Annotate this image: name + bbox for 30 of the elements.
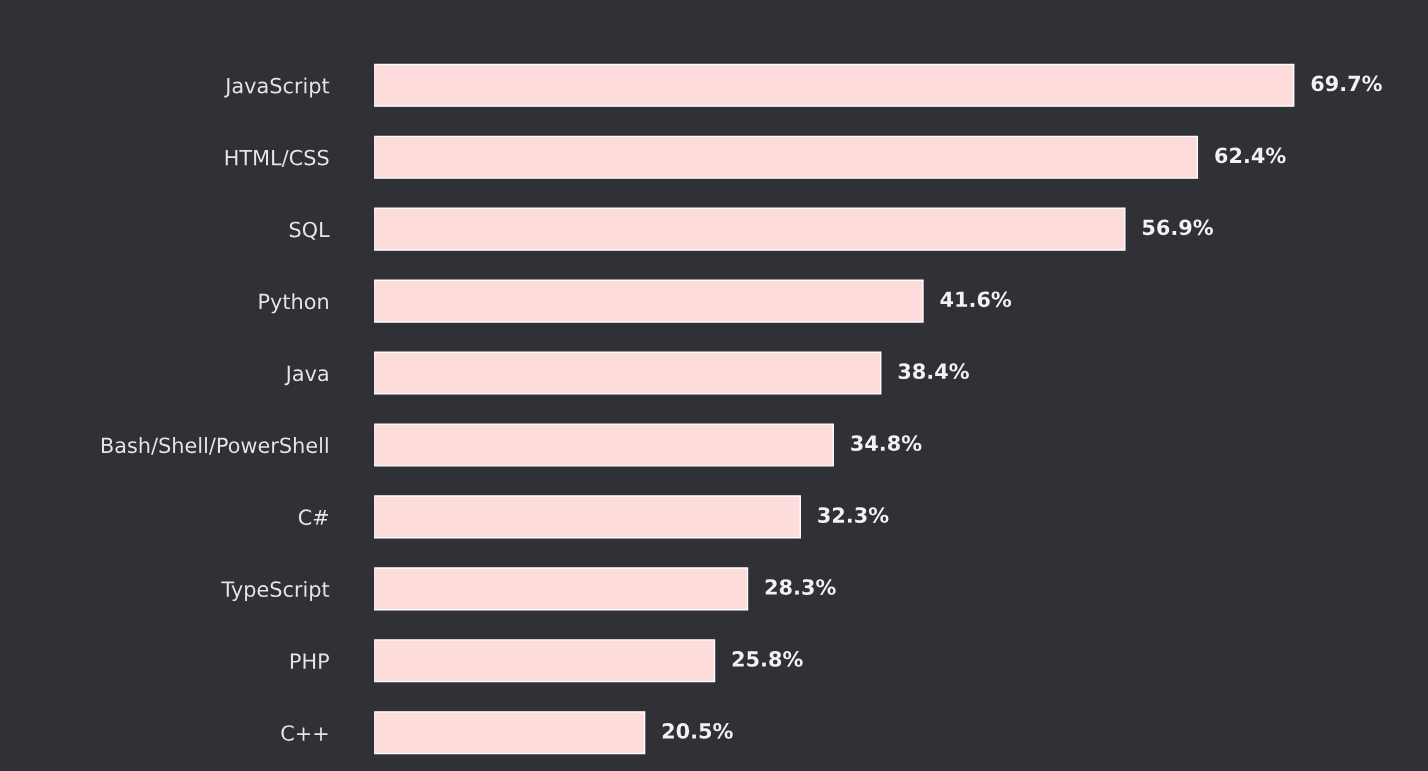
y-tick-label: Python <box>259 293 328 314</box>
y-tick-label: Bash/Shell/PowerShell <box>101 437 328 455</box>
data-label: 25.8% <box>732 651 803 667</box>
y-tick-label: HTML/CSS <box>225 149 329 168</box>
data-label: 32.3% <box>818 507 889 523</box>
bar <box>374 279 924 323</box>
y-tick-label: JavaScript <box>224 77 330 98</box>
y-tick-label: SQL <box>289 221 330 240</box>
bar <box>374 351 882 395</box>
y-tick-label: C# <box>298 509 329 526</box>
data-label: 56.9% <box>1142 219 1213 236</box>
bar <box>374 639 716 683</box>
y-tick-label: Java <box>284 365 328 386</box>
bar <box>374 135 1199 179</box>
bar <box>374 711 646 755</box>
data-label: 69.7% <box>1311 75 1382 92</box>
data-label: 38.4% <box>898 363 969 380</box>
bar <box>374 423 834 467</box>
y-tick-label: PHP <box>290 653 329 669</box>
data-label: 62.4% <box>1215 147 1286 164</box>
data-label: 20.5% <box>662 723 733 739</box>
bar <box>374 63 1295 107</box>
y-tick-label: C++ <box>281 725 328 741</box>
bar <box>374 567 749 611</box>
data-label: 28.3% <box>765 579 836 595</box>
bar <box>374 495 801 539</box>
y-tick-label: TypeScript <box>221 580 330 602</box>
data-label: 41.6% <box>940 291 1012 308</box>
bar <box>374 207 1126 251</box>
data-label: 34.8% <box>851 435 922 452</box>
